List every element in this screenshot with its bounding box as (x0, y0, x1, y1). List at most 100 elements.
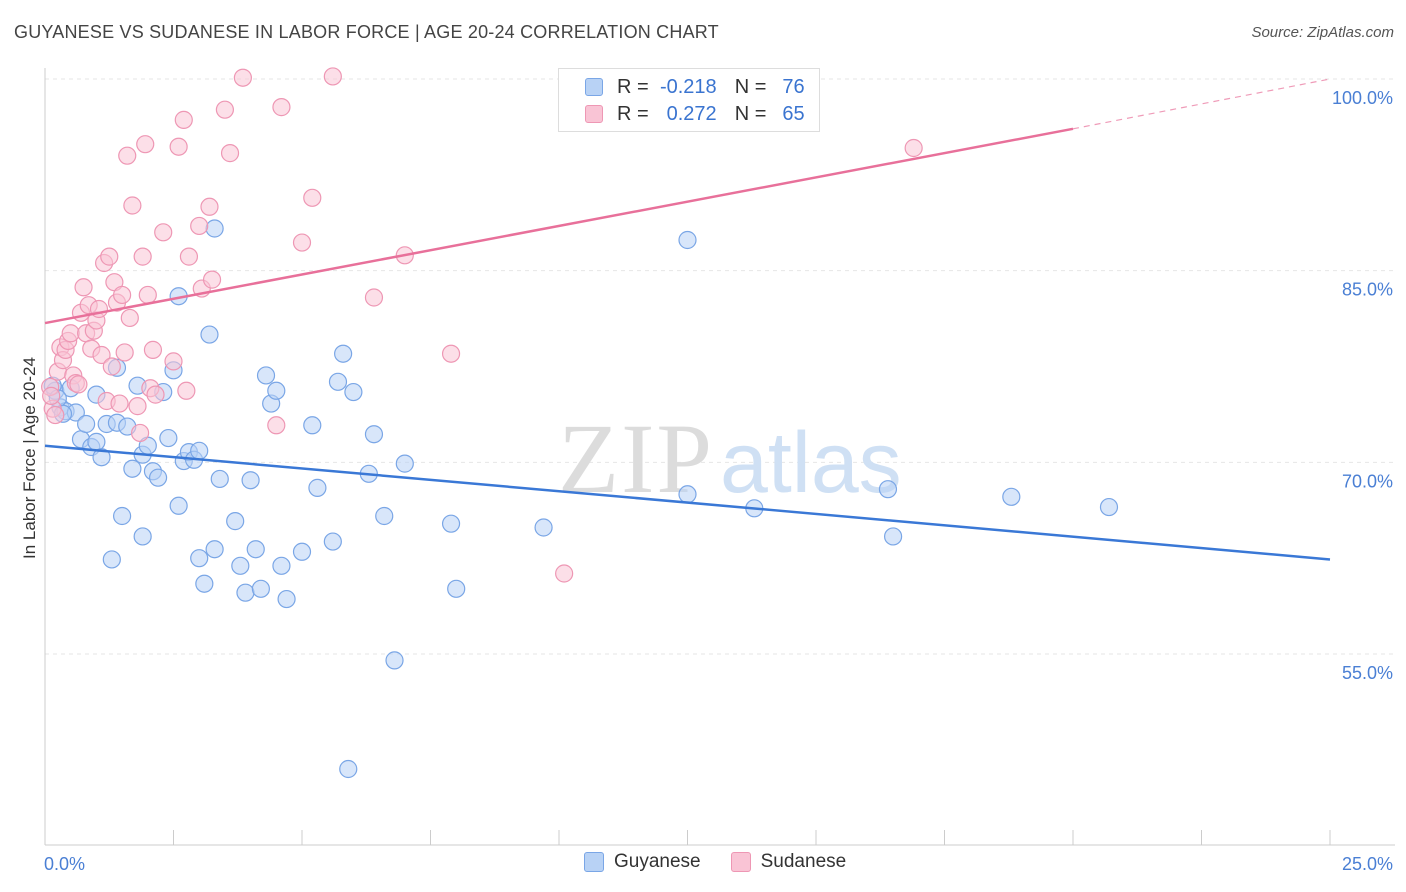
sudanese-point (138, 285, 157, 305)
guyanese-point (277, 589, 296, 609)
r-value: 0.272 (666, 102, 717, 125)
n-value: 76 (782, 75, 805, 98)
watermark: ZIP atlas (558, 403, 902, 514)
tick-labels: 55.0% 70.0% 85.0% 100.0% 0.0% 25.0% (44, 88, 1393, 874)
y-axis-label: In Labor Force | Age 20-24 (20, 357, 39, 559)
sudanese-point (177, 381, 196, 400)
n-label: N = (734, 102, 767, 125)
guyanese-point (364, 425, 384, 444)
guyanese-point (200, 325, 219, 344)
guyanese-point (395, 454, 414, 473)
guyanese-point (102, 550, 121, 569)
n-value: 65 (782, 102, 805, 125)
guyanese-point (92, 448, 111, 467)
r-value: -0.218 (659, 75, 717, 98)
guyanese-point (133, 527, 152, 546)
sudanese-point (190, 216, 209, 236)
sudanese-point (143, 340, 163, 359)
guyanese-point (123, 459, 142, 478)
sudanese-point (169, 137, 188, 156)
guyanese-point (1002, 487, 1021, 506)
legend-row-guyanese: R = -0.218 N = 76 (585, 74, 805, 100)
guyanese-point (375, 506, 394, 526)
guyanese-point (323, 532, 342, 551)
guyanese-point (339, 759, 358, 779)
guyanese-point (246, 540, 265, 559)
sudanese-point (267, 416, 286, 435)
guyanese-point (190, 441, 209, 460)
guyanese-point (251, 579, 270, 598)
sudanese-point (292, 233, 312, 252)
sudanese-point (133, 247, 152, 266)
sudanese-swatch (585, 105, 603, 123)
guyanese-point (303, 416, 322, 435)
sudanese-point (441, 344, 461, 363)
sudanese-point (164, 352, 183, 371)
sudanese-point (154, 223, 173, 242)
guyanese-point (328, 372, 348, 391)
sudanese-swatch (730, 852, 751, 872)
sudanese-point (323, 67, 342, 86)
y-tick-label: 100.0% (1332, 88, 1393, 108)
guyanese-point (241, 471, 260, 490)
guyanese-point (159, 428, 178, 448)
guyanese-point (272, 556, 291, 575)
sudanese-trend-line (44, 127, 1074, 325)
sudanese-point (42, 386, 61, 405)
sudanese-points (41, 67, 923, 583)
guyanese-point (112, 506, 132, 526)
sudanese-point (120, 308, 139, 328)
guyanese-point (195, 574, 214, 593)
guyanese-point (87, 432, 106, 451)
guyanese-point (205, 219, 224, 238)
source-label: Source: ZipAtlas.com (1251, 24, 1394, 41)
sudanese-point (128, 397, 147, 416)
sudanese-point (115, 343, 134, 362)
series-legend: Guyanese Sudanese (584, 851, 876, 873)
sudanese-point (364, 288, 384, 307)
trend-lines (44, 78, 1331, 561)
sudanese-point (174, 110, 193, 129)
correlation-legend: R = -0.218 N = 76 R = 0.272 N = 65 (558, 68, 820, 132)
guyanese-point (308, 478, 327, 497)
guyanese-point (441, 514, 461, 533)
guyanese-point (77, 414, 96, 434)
guyanese-swatch (584, 852, 604, 872)
guyanese-points (43, 219, 1119, 779)
guyanese-point (344, 382, 363, 402)
sudanese-point (100, 247, 119, 266)
legend-label: Sudanese (760, 851, 847, 872)
guyanese-point (678, 485, 697, 504)
guyanese-point (385, 651, 404, 670)
guyanese-trend-line (44, 444, 1331, 561)
watermark-atlas: atlas (720, 415, 902, 511)
sudanese-point (272, 98, 291, 117)
r-label: R = (617, 75, 649, 98)
guyanese-point (292, 542, 312, 561)
guyanese-point (878, 480, 898, 499)
sudanese-point (233, 68, 252, 87)
guyanese-point (190, 549, 209, 568)
sudanese-point (61, 324, 80, 343)
sudanese-point (215, 100, 234, 119)
sudanese-point (118, 146, 137, 165)
sudanese-point (112, 285, 132, 305)
sudanese-point (904, 138, 923, 158)
guyanese-point (256, 366, 276, 385)
legend-row-sudanese: R = 0.272 N = 65 (585, 101, 805, 127)
sudanese-point (130, 423, 150, 443)
sudanese-point (123, 196, 142, 215)
guyanese-point (236, 583, 255, 602)
guyanese-point (226, 512, 245, 531)
sudanese-point (146, 385, 165, 404)
n-label: N = (734, 75, 767, 98)
sudanese-point (46, 405, 65, 425)
sudanese-point (74, 278, 93, 297)
r-label: R = (617, 102, 649, 125)
y-tick-label: 55.0% (1342, 663, 1393, 683)
guyanese-point (210, 469, 229, 489)
legend-label: Guyanese (614, 851, 701, 872)
y-tick-label: 85.0% (1342, 280, 1393, 300)
sudanese-trend-extension (1072, 78, 1331, 130)
